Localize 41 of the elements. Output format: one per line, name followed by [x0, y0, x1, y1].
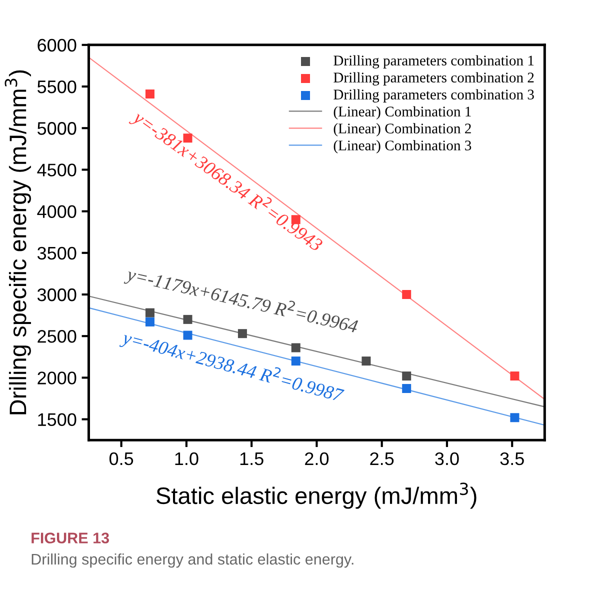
point	[291, 356, 300, 366]
point	[291, 343, 300, 352]
x-tick-label: 2.0	[305, 452, 329, 466]
legend-label: Drilling parameters combination 3	[334, 89, 534, 102]
y-tick-label: 2500	[38, 330, 76, 343]
legend-label: Drilling parameters combination 2	[334, 72, 534, 86]
x-axis-title: Static elastic energy (mJ/mm$^{3}$)	[156, 482, 476, 509]
legend-label: (Linear) Combination 3	[334, 140, 472, 154]
point	[362, 356, 371, 366]
annotation: y=-1179x+6145.79 R$^{2}$=0.9964	[124, 271, 359, 333]
caption: FIGURE 13	[32, 532, 110, 544]
point	[402, 290, 412, 299]
y-tick-label: 3000	[37, 288, 76, 302]
point	[145, 90, 154, 98]
x-tick-label: 1.0	[175, 452, 198, 466]
x-tick-label: 3.0	[435, 452, 459, 466]
y-tick-label: 5500	[37, 80, 76, 94]
text: Drilling specific energy and static elastic energy.	[32, 553, 354, 568]
y-tick-label: 1500	[38, 413, 76, 426]
annotation: y=-404x+2938.44 R$^{2}$=0.9987	[119, 334, 344, 402]
point	[510, 372, 520, 381]
y-tick-label: 4000	[37, 205, 76, 218]
y-tick-label: 6000	[38, 38, 76, 52]
x-tick-label: 2.5	[370, 452, 394, 466]
legend-label: Drilling parameters combination 1	[334, 55, 534, 68]
point	[402, 384, 412, 393]
y-tick-label: 2000	[38, 372, 76, 384]
x-tick-label: 1.5	[240, 452, 264, 466]
annotation: y=-381x+3068.34 R$^{2}$=0.9943	[128, 106, 326, 256]
y-tick-label: 4500	[37, 164, 76, 176]
point	[402, 372, 412, 381]
y-axis-title: Drilling specific energy (mJ/mm$^{3}$)	[4, 70, 31, 414]
y-tick-label: 5000	[37, 122, 76, 135]
y-tick-label: 3500	[37, 246, 76, 260]
point	[145, 317, 154, 326]
x-tick-label: 0.5	[109, 452, 134, 466]
legend-label: (Linear) Combination 1	[334, 106, 471, 120]
x-tick-label: 3.5	[500, 452, 524, 466]
point	[183, 314, 192, 324]
legend-label: (Linear) Combination 2	[334, 123, 471, 136]
point	[510, 413, 520, 422]
